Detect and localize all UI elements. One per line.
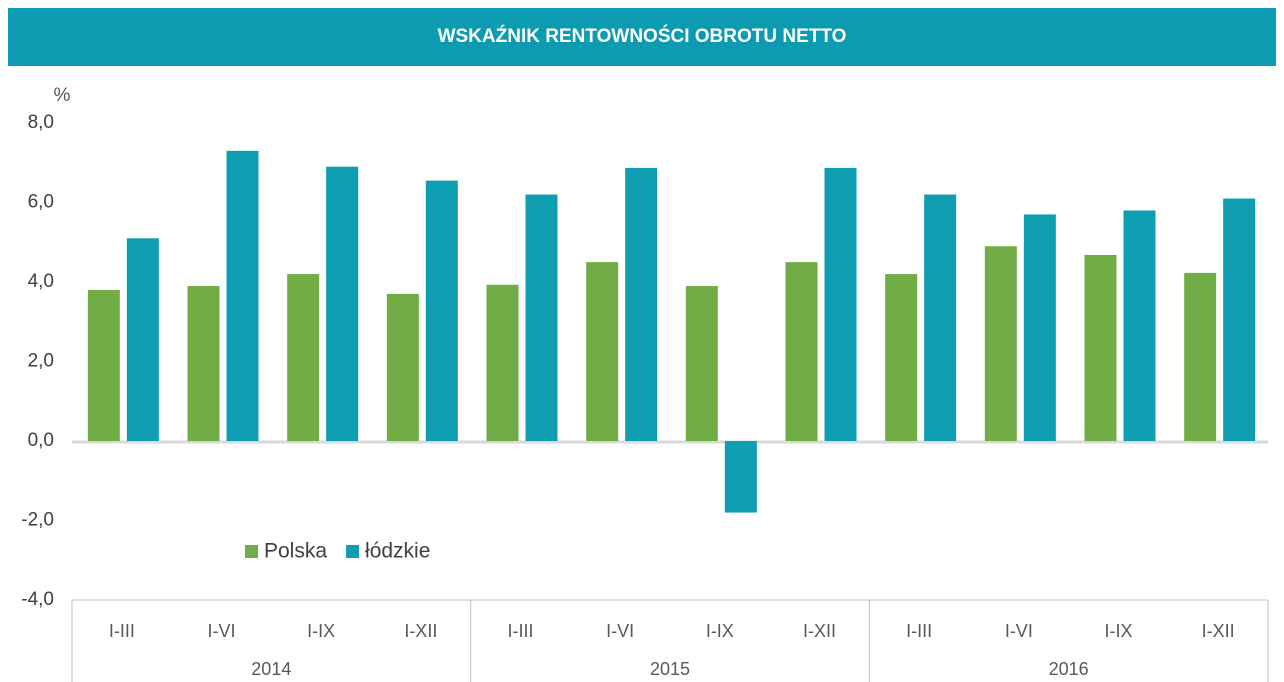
bar	[525, 194, 558, 441]
y-unit: %	[54, 85, 71, 106]
bar	[685, 285, 718, 441]
x-tick-label: I-VI	[207, 621, 235, 641]
y-tick-label: 0,0	[28, 430, 54, 451]
x-tick-label: I-III	[109, 621, 135, 641]
x-tick-label: I-III	[508, 621, 534, 641]
bar	[824, 167, 857, 442]
title-bar	[8, 8, 1276, 66]
group-label: 2015	[650, 659, 690, 679]
bar	[586, 262, 619, 441]
x-tick-label: I-VI	[1005, 621, 1033, 641]
group-label: 2014	[251, 659, 291, 679]
chart-title: WSKAŹNIK RENTOWNOŚCI OBROTU NETTO	[438, 25, 847, 47]
bar	[386, 293, 419, 441]
bar	[924, 194, 957, 441]
bar	[885, 274, 918, 441]
bar	[326, 166, 359, 441]
y-tick-label: -4,0	[21, 589, 54, 610]
bar	[625, 167, 658, 442]
legend-label: łódzkie	[365, 540, 430, 563]
bar	[1123, 210, 1156, 441]
x-tick-label: I-XII	[404, 621, 437, 641]
x-tick-label: I-VI	[606, 621, 634, 641]
x-tick-label: I-III	[906, 621, 932, 641]
y-tick-label: 2,0	[28, 351, 54, 372]
bar	[226, 150, 259, 441]
x-tick-label: I-IX	[307, 621, 335, 641]
legend-swatch	[346, 545, 360, 558]
y-tick-label: 6,0	[28, 192, 54, 213]
bar	[287, 274, 320, 441]
bar	[87, 289, 120, 441]
bar	[1184, 272, 1217, 441]
bar	[126, 238, 159, 441]
bar	[1023, 214, 1056, 441]
x-tick-label: I-XII	[803, 621, 836, 641]
x-tick-label: I-XII	[1202, 621, 1235, 641]
y-tick-label: 4,0	[28, 271, 54, 292]
y-tick-label: 8,0	[28, 112, 54, 133]
bar	[1223, 198, 1256, 441]
y-tick-label: -2,0	[21, 510, 54, 531]
legend-swatch	[245, 545, 258, 558]
legend-label: Polska	[264, 540, 327, 563]
x-tick-label: I-IX	[706, 621, 734, 641]
x-tick-label: I-IX	[1104, 621, 1132, 641]
bar	[1084, 254, 1117, 441]
bar	[785, 262, 818, 441]
bar	[187, 285, 220, 441]
group-label: 2016	[1049, 659, 1089, 679]
bar	[984, 246, 1017, 441]
bar	[486, 284, 519, 441]
bar	[724, 441, 757, 513]
bar	[425, 180, 458, 441]
